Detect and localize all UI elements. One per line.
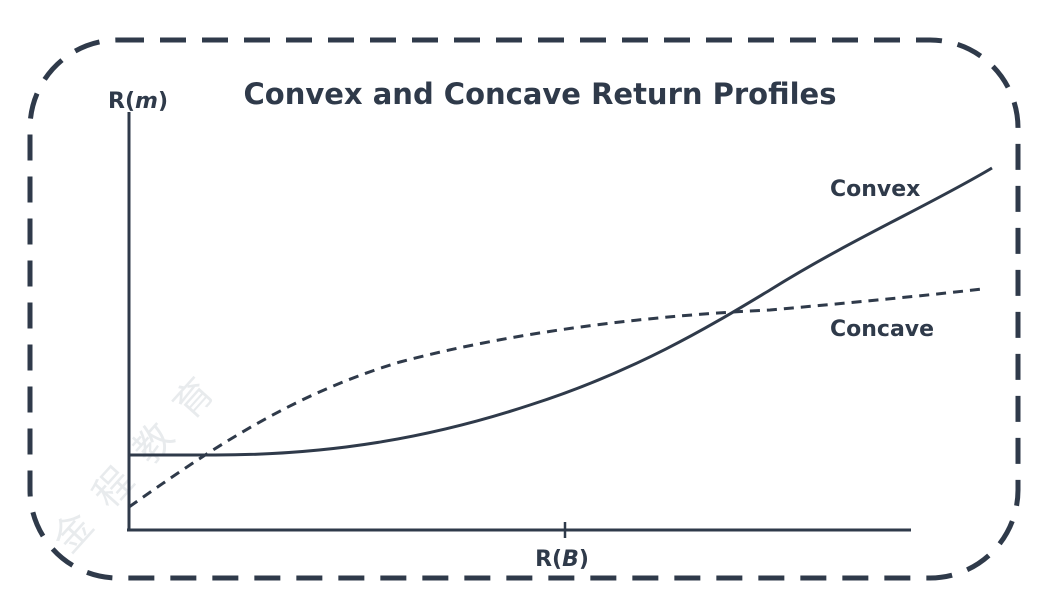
y-axis-label: R(m) — [108, 89, 168, 114]
diagram-title: Convex and Concave Return Profiles — [244, 77, 837, 111]
convex-curve — [129, 166, 993, 457]
concave-curve — [128, 287, 983, 509]
concave-label: Concave — [830, 317, 934, 342]
x-axis-label: R(B) — [535, 547, 589, 572]
convex-label: Convex — [830, 177, 920, 202]
dashed-frame — [27, 37, 1021, 581]
